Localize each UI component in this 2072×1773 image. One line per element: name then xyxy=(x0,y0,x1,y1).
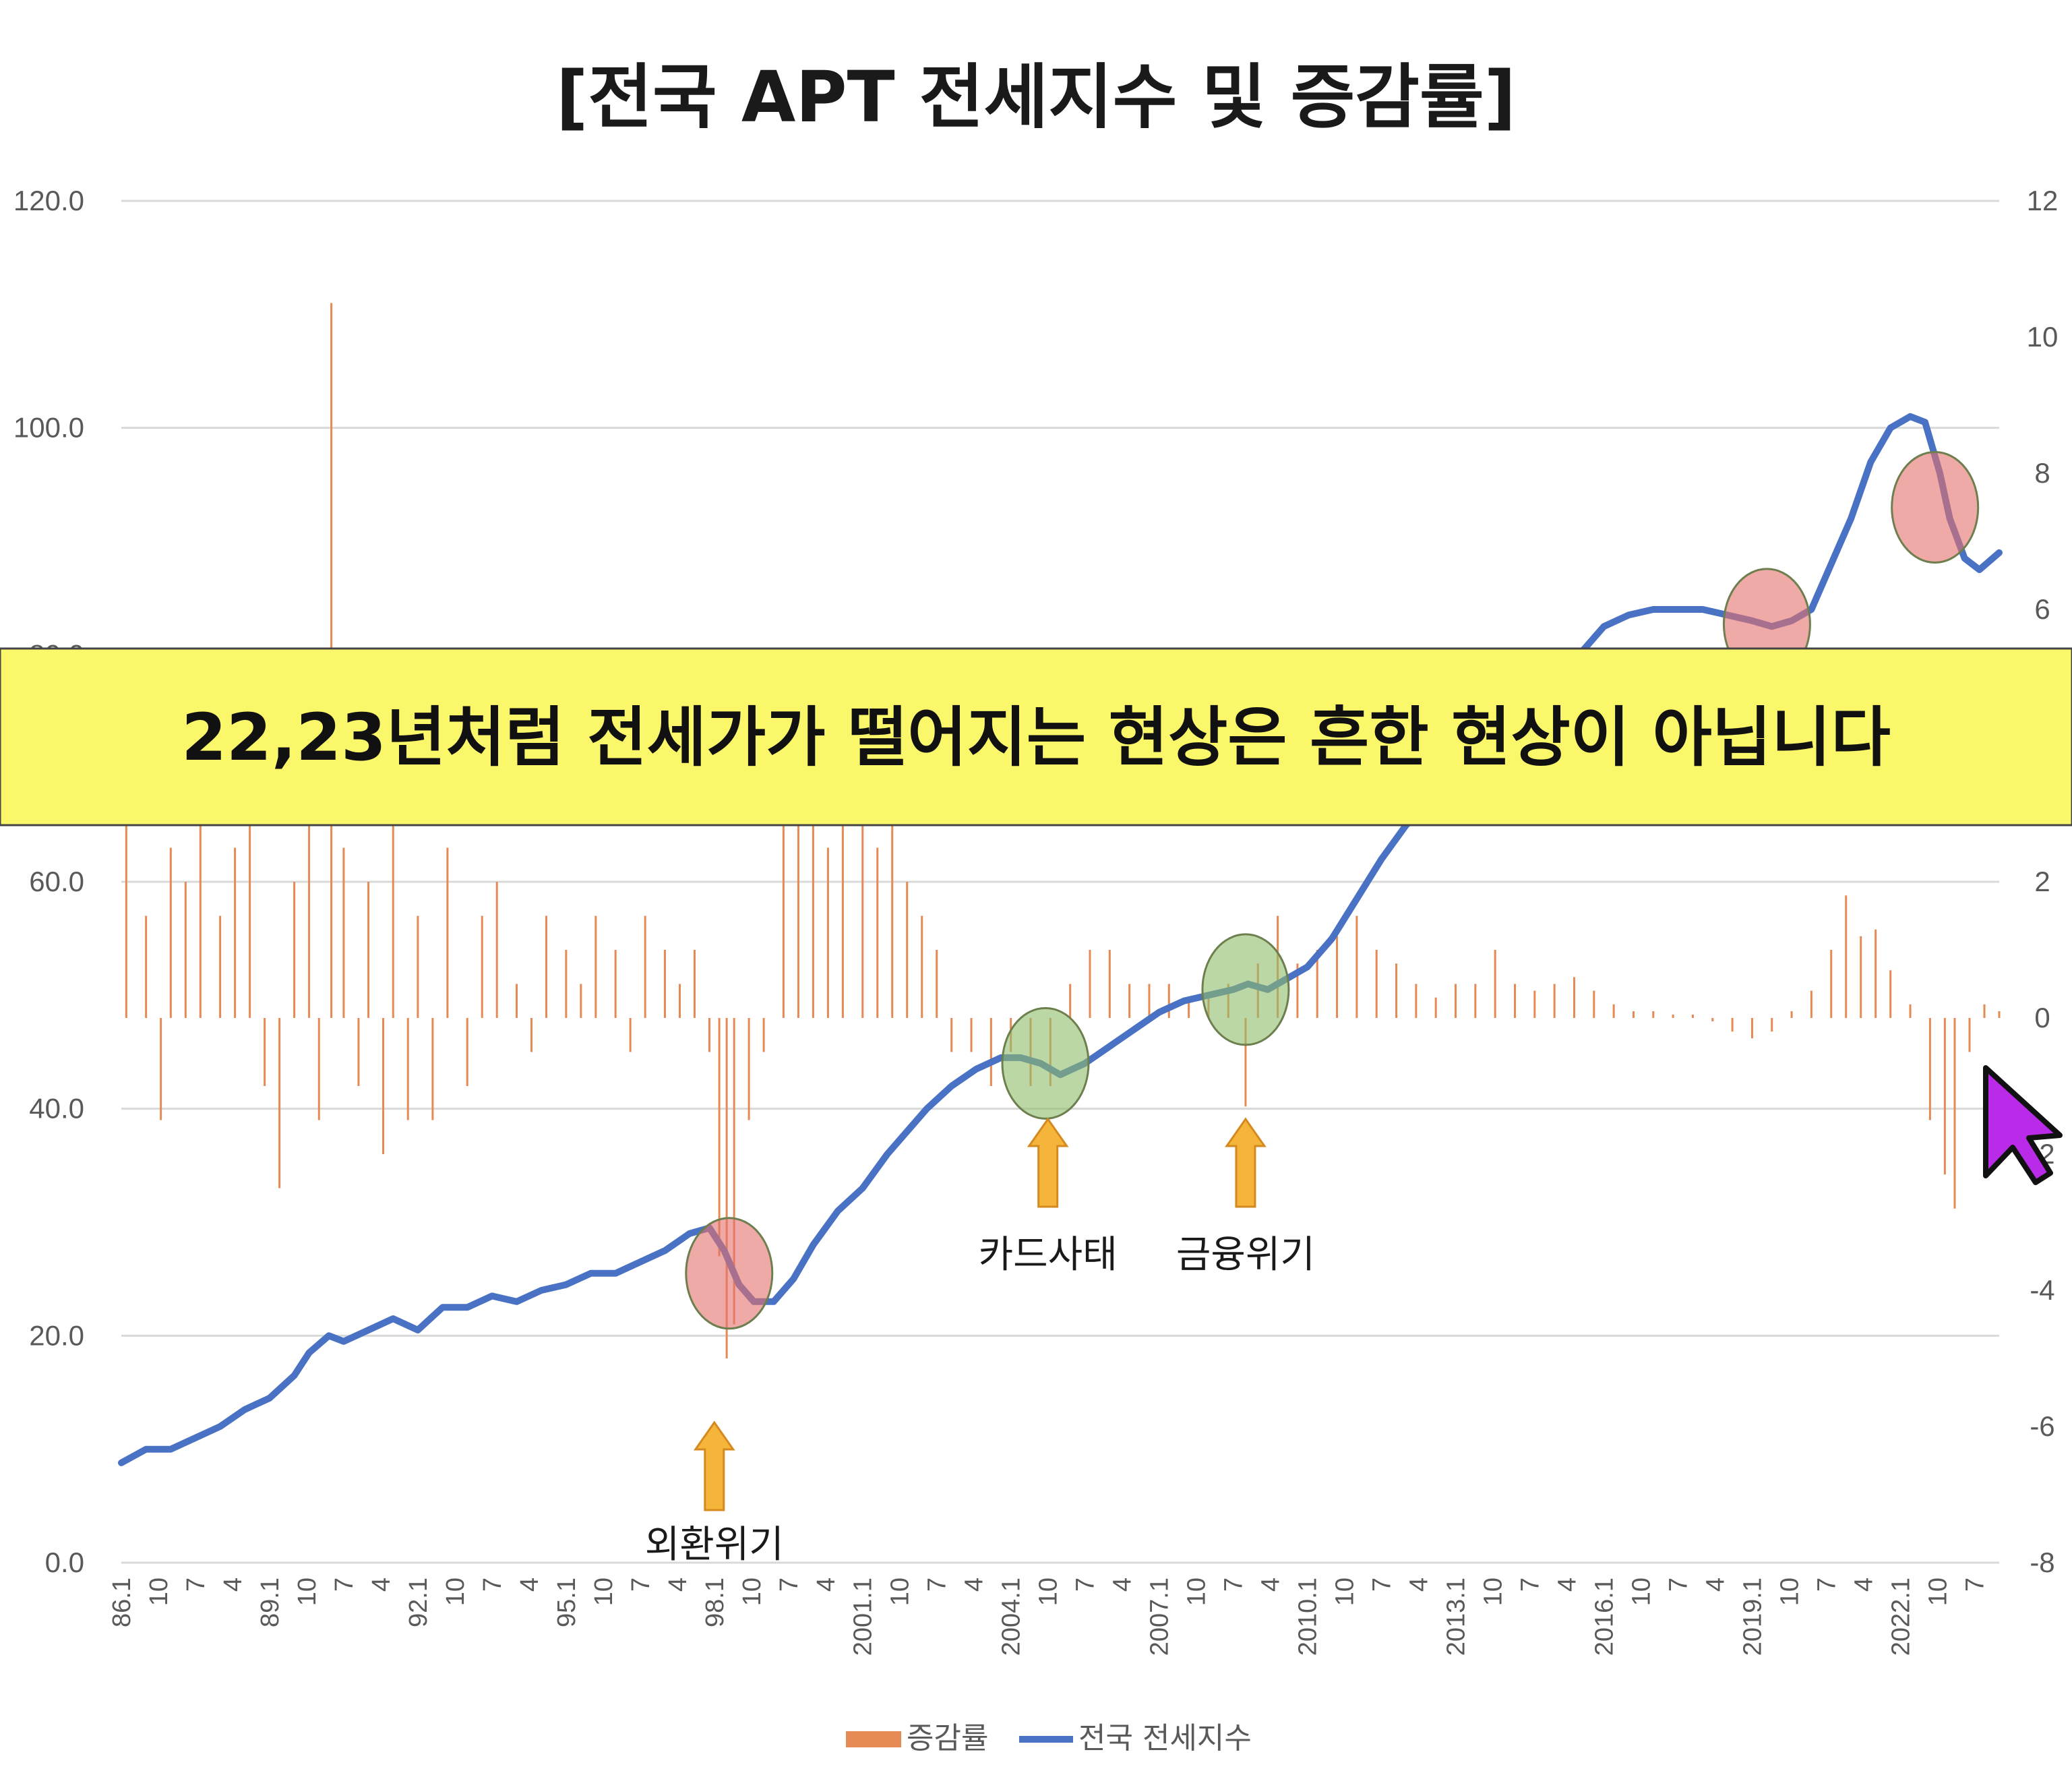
x-axis-tick-label: 10 xyxy=(1480,1577,1508,1606)
up-arrow-icon xyxy=(1027,1117,1069,1208)
right-axis-tick-label: 12 xyxy=(2027,185,2059,216)
right-axis-tick-label: 6 xyxy=(2034,593,2050,625)
x-axis-tick-label: 7 xyxy=(1072,1577,1100,1592)
right-axis-tick-label: -4 xyxy=(2030,1274,2054,1306)
x-axis-tick-label: 7 xyxy=(1812,1577,1841,1592)
x-axis-tick-label: 2010.1 xyxy=(1294,1577,1322,1656)
right-axis-tick-label: -6 xyxy=(2030,1410,2054,1442)
left-axis-tick-label: 60.0 xyxy=(29,866,84,897)
x-axis-tick-label: 2001.1 xyxy=(849,1577,878,1656)
right-axis-tick-label: 8 xyxy=(2034,457,2050,489)
highlight-circle xyxy=(1001,1006,1090,1120)
x-axis-tick-label: 10 xyxy=(886,1577,915,1606)
x-axis-tick-label: 7 xyxy=(330,1577,359,1592)
x-axis-tick-label: 89.1 xyxy=(256,1577,284,1627)
x-axis-tick-label: 86.1 xyxy=(108,1577,136,1627)
mouse-cursor-icon xyxy=(1983,1065,2063,1185)
highlight-circle xyxy=(685,1217,774,1330)
legend-label: 증감률 xyxy=(907,1721,988,1755)
x-axis-tick-label: 10 xyxy=(145,1577,173,1606)
right-axis-tick-label: 10 xyxy=(2027,321,2059,353)
up-arrow-icon xyxy=(1225,1117,1267,1208)
annotation-label: 금융위기 xyxy=(1176,1233,1315,1277)
legend-swatch-bar xyxy=(846,1731,901,1747)
x-axis-tick-label: 4 xyxy=(1405,1577,1434,1592)
x-axis-tick-label: 7 xyxy=(479,1577,507,1592)
subtitle-banner: 22,23년처럼 전세가가 떨어지는 현상은 흔한 현상이 아닙니다 xyxy=(0,647,2072,827)
x-axis-tick-label: 4 xyxy=(1701,1577,1730,1592)
x-axis-tick-label: 4 xyxy=(367,1577,396,1592)
left-axis-tick-label: 120.0 xyxy=(13,185,84,216)
left-axis-tick-label: 0.0 xyxy=(45,1546,84,1578)
x-axis-tick-label: 10 xyxy=(1331,1577,1360,1606)
axis-labels: 0.020.040.060.080.0100.0120.0-8-6-4-2024… xyxy=(13,185,2058,1656)
x-axis-tick-label: 4 xyxy=(1850,1577,1878,1592)
legend: 증감률 전국 전세지수 xyxy=(846,1721,1252,1755)
left-axis-tick-label: 40.0 xyxy=(29,1093,84,1124)
x-axis-tick-label: 10 xyxy=(441,1577,470,1606)
x-axis-tick-label: 95.1 xyxy=(553,1577,581,1627)
x-axis-tick-label: 2004.1 xyxy=(998,1577,1026,1656)
right-axis-tick-label: 0 xyxy=(2034,1002,2050,1033)
x-axis-tick-label: 4 xyxy=(219,1577,247,1592)
x-axis-tick-label: 2022.1 xyxy=(1887,1577,1915,1656)
x-axis-tick-label: 7 xyxy=(1220,1577,1248,1592)
x-axis-tick-label: 7 xyxy=(775,1577,803,1592)
x-axis-tick-label: 7 xyxy=(923,1577,952,1592)
x-axis-tick-label: 4 xyxy=(961,1577,989,1592)
right-axis-tick-label: 2 xyxy=(2034,866,2050,897)
x-axis-tick-label: 4 xyxy=(664,1577,692,1592)
x-axis-tick-label: 2016.1 xyxy=(1590,1577,1618,1656)
left-axis-tick-label: 100.0 xyxy=(13,412,84,444)
x-axis-tick-label: 4 xyxy=(812,1577,841,1592)
highlight-circle xyxy=(1891,451,1980,564)
x-axis-tick-label: 4 xyxy=(1257,1577,1285,1592)
x-axis-tick-label: 10 xyxy=(738,1577,766,1606)
x-axis-tick-label: 98.1 xyxy=(701,1577,729,1627)
highlight-circle xyxy=(1201,933,1290,1046)
x-axis-tick-label: 10 xyxy=(293,1577,322,1606)
banner-background xyxy=(0,647,2072,827)
x-axis-tick-label: 10 xyxy=(590,1577,618,1606)
annotation-label: 카드사태 xyxy=(979,1233,1118,1277)
left-axis-tick-label: 20.0 xyxy=(29,1319,84,1351)
x-axis-tick-label: 2007.1 xyxy=(1146,1577,1174,1656)
x-axis-tick-label: 4 xyxy=(1109,1577,1137,1592)
x-axis-tick-label: 7 xyxy=(182,1577,210,1592)
banner-text: 22,23년처럼 전세가가 떨어지는 현상은 흔한 현상이 아닙니다 xyxy=(181,700,1891,775)
annotation-label: 외환위기 xyxy=(645,1523,784,1567)
x-axis-tick-label: 10 xyxy=(1924,1577,1952,1606)
x-axis-tick-label: 10 xyxy=(1035,1577,1063,1606)
x-axis-tick-label: 2013.1 xyxy=(1442,1577,1471,1656)
up-arrow-icon xyxy=(693,1420,735,1511)
x-axis-tick-label: 7 xyxy=(1368,1577,1397,1592)
x-axis-tick-label: 7 xyxy=(627,1577,655,1592)
x-axis-tick-label: 4 xyxy=(1553,1577,1581,1592)
x-axis-tick-label: 10 xyxy=(1183,1577,1211,1606)
chart-title: [전국 APT 전세지수 및 증감률] xyxy=(556,56,1516,138)
bar-series-increase-rate xyxy=(125,303,2001,1358)
x-axis-tick-label: 2019.1 xyxy=(1738,1577,1767,1656)
x-axis-tick-label: 7 xyxy=(1664,1577,1693,1592)
legend-label: 전국 전세지수 xyxy=(1078,1721,1252,1755)
x-axis-tick-label: 10 xyxy=(1627,1577,1655,1606)
x-axis-tick-label: 4 xyxy=(516,1577,544,1592)
x-axis-tick-label: 7 xyxy=(1961,1577,1989,1592)
x-axis-tick-label: 7 xyxy=(1517,1577,1545,1592)
annotation-overlays: 외환위기 카드사태 금융위기 xyxy=(645,451,1980,1567)
x-axis-tick-label: 92.1 xyxy=(404,1577,433,1627)
right-axis-tick-label: -8 xyxy=(2030,1546,2054,1578)
x-axis-tick-label: 10 xyxy=(1775,1577,1804,1606)
